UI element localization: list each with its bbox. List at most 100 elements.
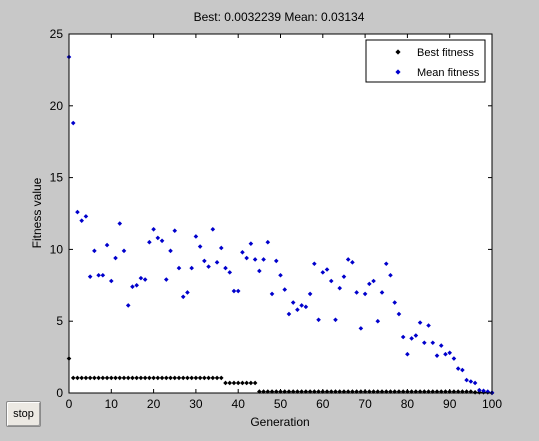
best-fitness-point [87, 375, 93, 381]
best-fitness-point [451, 389, 457, 394]
y-axis-label: Fitness value [30, 177, 44, 248]
mean-fitness-point [303, 304, 309, 310]
best-fitness-point [430, 389, 436, 394]
mean-fitness-point [163, 277, 169, 282]
best-fitness-point [244, 380, 249, 386]
mean-fitness-point [383, 261, 389, 267]
best-fitness-point [223, 380, 228, 386]
mean-fitness-point [316, 317, 321, 323]
mean-fitness-point [282, 287, 288, 292]
x-tick-label: 80 [401, 397, 415, 411]
mean-fitness-point [320, 270, 326, 275]
mean-fitness-point [286, 311, 292, 317]
best-fitness-point [70, 375, 76, 381]
best-fitness-point [193, 375, 199, 381]
best-fitness-point [455, 389, 461, 394]
best-fitness-point [371, 389, 376, 394]
best-fitness-point [197, 375, 203, 381]
best-fitness-point [290, 389, 296, 394]
mean-fitness-point [481, 388, 486, 394]
mean-fitness-point [388, 272, 393, 278]
mean-fitness-point [278, 272, 283, 278]
mean-fitness-point [159, 238, 165, 244]
best-fitness-point [227, 380, 233, 386]
y-tick-label: 25 [50, 27, 64, 41]
best-fitness-point [307, 389, 313, 394]
mean-fitness-point [142, 277, 148, 282]
best-fitness-point [396, 389, 402, 394]
x-axis-label: Generation [250, 415, 309, 429]
mean-fitness-point [405, 351, 410, 357]
x-tick-label: 10 [105, 397, 119, 411]
legend-label-best: Best fitness [417, 47, 474, 59]
best-fitness-point [460, 389, 465, 394]
mean-fitness-point [252, 257, 258, 262]
mean-fitness-point [464, 377, 469, 383]
mean-fitness-point [485, 389, 491, 394]
x-tick-label: 20 [147, 397, 161, 411]
best-fitness-point [163, 375, 169, 381]
mean-fitness-point [396, 311, 402, 317]
best-fitness-point [75, 375, 80, 381]
best-fitness-point [138, 375, 144, 381]
best-fitness-point [104, 375, 110, 381]
best-fitness-point [257, 389, 262, 394]
best-fitness-point [172, 375, 178, 381]
mean-fitness-point [109, 278, 114, 284]
best-fitness-point [269, 389, 275, 394]
mean-fitness-point [172, 228, 178, 234]
mean-fitness-point [312, 261, 317, 267]
mean-fitness-point [430, 340, 436, 346]
mean-fitness-point [261, 257, 266, 262]
best-fitness-point [214, 375, 220, 381]
best-fitness-point [185, 375, 190, 381]
best-fitness-point [159, 375, 165, 381]
mean-fitness-point [117, 221, 123, 226]
mean-fitness-point [240, 249, 245, 255]
best-fitness-point [303, 389, 309, 394]
mean-fitness-point [79, 218, 84, 223]
x-tick-label: 40 [232, 397, 246, 411]
mean-fitness-point [379, 290, 385, 295]
best-fitness-point [295, 389, 300, 394]
best-fitness-point [180, 375, 186, 381]
mean-fitness-point [392, 300, 398, 305]
mean-fitness-point [468, 379, 474, 384]
best-fitness-point [252, 380, 258, 386]
best-fitness-point [468, 389, 474, 394]
legend-marker-mean [395, 69, 401, 75]
best-fitness-point [100, 375, 106, 381]
plot-frame [68, 33, 493, 394]
best-fitness-point [248, 380, 254, 386]
best-fitness-point [117, 375, 123, 381]
best-fitness-point [409, 389, 414, 394]
best-fitness-point [354, 389, 359, 394]
best-fitness-point [422, 389, 427, 394]
best-fitness-point [337, 389, 343, 394]
best-fitness-point [202, 375, 207, 381]
mean-fitness-point [96, 272, 101, 278]
mean-fitness-point [472, 380, 478, 386]
best-fitness-point [383, 389, 389, 394]
best-fitness-point [443, 389, 448, 394]
legend-marker-best [395, 49, 401, 55]
best-fitness-point [417, 389, 423, 394]
best-fitness-point [125, 375, 131, 381]
best-fitness-point [392, 389, 398, 394]
best-fitness-point [134, 375, 139, 381]
y-tick-label: 15 [50, 171, 64, 185]
stop-button[interactable]: stop [6, 401, 41, 427]
mean-fitness-point [151, 226, 156, 232]
mean-fitness-point [176, 265, 182, 271]
plot-area [69, 34, 492, 393]
best-fitness-point [447, 389, 452, 394]
mean-fitness-point [455, 366, 461, 371]
mean-fitness-point [100, 272, 106, 278]
y-tick-label: 0 [56, 386, 63, 400]
mean-fitness-point [290, 300, 296, 305]
best-fitness-point [218, 375, 224, 381]
x-tick-label: 100 [482, 397, 502, 411]
mean-fitness-point [134, 283, 139, 288]
